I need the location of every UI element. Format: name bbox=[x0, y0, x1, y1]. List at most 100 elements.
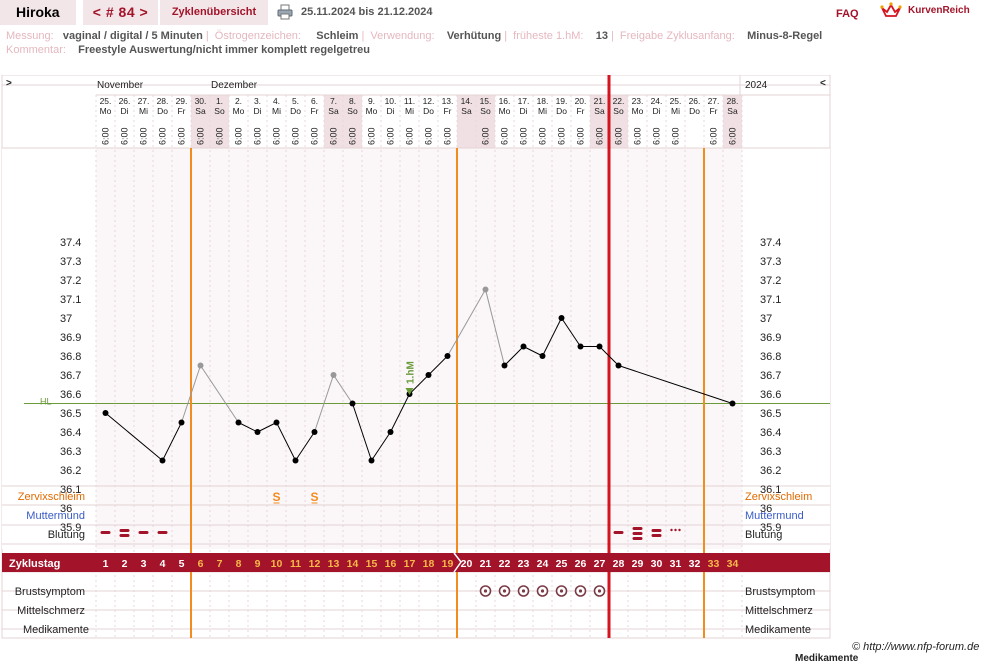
y-tick-left: 36.4 bbox=[60, 427, 81, 439]
time-label: 6:00 bbox=[557, 127, 567, 145]
temperature-segment bbox=[200, 365, 239, 423]
temperature-segment bbox=[314, 374, 334, 433]
temperature-point bbox=[387, 429, 394, 435]
temperature-segment bbox=[257, 422, 277, 433]
row-label-brust: Brustsymptom bbox=[15, 586, 85, 598]
cycle-day-number: 22 bbox=[499, 558, 511, 570]
cycle-day-number: 9 bbox=[255, 558, 261, 570]
weekday-label: Do bbox=[556, 106, 567, 116]
cycle-day-number: 21 bbox=[480, 558, 492, 570]
row-label-muttermund-right: Muttermund bbox=[745, 510, 804, 522]
hm-marker-label: 1.hM bbox=[406, 361, 417, 384]
y-tick-right: 36.8 bbox=[760, 351, 781, 363]
temperature-point bbox=[520, 343, 527, 350]
y-tick-left: 36.3 bbox=[60, 446, 81, 458]
row-label-blutung: Blutung bbox=[48, 529, 85, 541]
y-tick-right: 36.9 bbox=[760, 332, 781, 344]
cycle-day-number: 31 bbox=[670, 558, 682, 570]
temperature-point bbox=[349, 400, 356, 407]
temperature-segment bbox=[162, 422, 182, 461]
weekday-label: Fr bbox=[709, 106, 717, 116]
cycle-overview-tab[interactable]: Zyklenübersicht bbox=[160, 0, 268, 25]
time-label: 6:00 bbox=[443, 127, 453, 145]
date-label: 24. bbox=[651, 96, 663, 106]
temperature-point bbox=[235, 419, 242, 426]
y-tick-left: 37.4 bbox=[60, 237, 81, 249]
time-label: 6:00 bbox=[367, 127, 377, 145]
date-label: 21. bbox=[594, 96, 606, 106]
row-label-medi-right: Medikamente bbox=[745, 624, 811, 636]
cycle-day-number: 4 bbox=[160, 558, 166, 570]
y-tick-right: 36.6 bbox=[760, 389, 781, 401]
printer-icon[interactable] bbox=[277, 4, 293, 20]
copyright[interactable]: © http://www.nfp-forum.de bbox=[852, 641, 980, 653]
cycle-number[interactable]: < # 84 > bbox=[92, 4, 149, 20]
temperature-point bbox=[482, 286, 489, 293]
fruehe-value: 13 bbox=[595, 30, 608, 42]
info-line-2: Kommentar: Freestyle Auswertung/nicht im… bbox=[6, 44, 370, 56]
y-tick-right: 36.2 bbox=[760, 465, 781, 477]
time-label: 6:00 bbox=[481, 127, 491, 145]
date-label: 10. bbox=[385, 96, 397, 106]
temperature-point bbox=[558, 315, 565, 321]
kommentar-label: Kommentar: bbox=[6, 44, 66, 56]
weekday-label: Mo bbox=[233, 106, 245, 116]
y-tick-right: 37 bbox=[760, 313, 772, 325]
weekday-label: So bbox=[347, 106, 358, 116]
weekend-column bbox=[609, 95, 628, 148]
cycle-day-number: 26 bbox=[575, 558, 587, 570]
faq-link[interactable]: FAQ bbox=[836, 8, 859, 20]
logo-text[interactable]: KurvenReich bbox=[908, 5, 970, 16]
row-label-medi: Medikamente bbox=[23, 624, 89, 636]
cycle-day-number: 20 bbox=[461, 558, 473, 570]
weekday-label: Fr bbox=[576, 106, 584, 116]
date-label: 5. bbox=[292, 96, 299, 106]
user-name-tab[interactable]: Hiroka bbox=[0, 0, 76, 25]
temperature-segment bbox=[561, 317, 581, 347]
bleeding-medium-icon bbox=[651, 529, 662, 532]
user-name: Hiroka bbox=[16, 4, 60, 20]
weekday-label: Di bbox=[519, 106, 527, 116]
time-label: 6:00 bbox=[633, 127, 643, 145]
cycle-day-number: 24 bbox=[537, 558, 549, 570]
weekend-column bbox=[723, 95, 742, 148]
y-tick-left: 36.6 bbox=[60, 389, 81, 401]
date-label: 25. bbox=[670, 96, 682, 106]
y-tick-right: 36 bbox=[760, 503, 772, 515]
date-label: 19. bbox=[556, 96, 568, 106]
crown-icon[interactable] bbox=[880, 2, 902, 20]
kommentar-value: Freestyle Auswertung/nicht immer komplet… bbox=[78, 44, 370, 56]
temperature-segment bbox=[618, 365, 733, 404]
y-tick-left: 36.2 bbox=[60, 465, 81, 477]
date-label: 25. bbox=[100, 96, 112, 106]
temperature-segment bbox=[504, 346, 524, 366]
bleeding-medium-icon bbox=[119, 534, 130, 537]
time-label: 6:00 bbox=[538, 127, 548, 145]
time-label: 6:00 bbox=[424, 127, 434, 145]
row-label-mittel: Mittelschmerz bbox=[17, 605, 85, 617]
temperature-segment bbox=[371, 431, 391, 461]
y-tick-right: 37.1 bbox=[760, 294, 781, 306]
cycle-day-number: 28 bbox=[613, 558, 625, 570]
bleeding-spotting-icon bbox=[670, 528, 673, 532]
y-tick-left: 36.5 bbox=[60, 408, 81, 420]
breast-symptom-icon-center bbox=[578, 589, 583, 593]
messung-value: vaginal / digital / 5 Minuten bbox=[62, 30, 203, 42]
temperature-segment bbox=[295, 431, 315, 461]
temperature-segment bbox=[276, 422, 296, 461]
y-tick-left: 36.1 bbox=[60, 484, 81, 496]
cycle-navigation[interactable]: < # 84 > bbox=[83, 0, 158, 25]
cycle-day-number: 32 bbox=[689, 558, 701, 570]
time-label: 6:00 bbox=[728, 127, 738, 145]
cycle-day-number: 10 bbox=[271, 558, 283, 570]
time-label: 6:00 bbox=[101, 127, 111, 145]
weekday-label: Mi bbox=[139, 106, 148, 116]
cycle-day-number: 19 bbox=[442, 558, 454, 570]
temperature-point bbox=[311, 429, 318, 435]
temperature-point bbox=[501, 362, 508, 369]
freigabe-label: Freigabe Zyklusanfang: bbox=[619, 30, 735, 42]
phase-chevron-icon bbox=[453, 552, 462, 573]
temperature-point bbox=[273, 419, 280, 426]
date-label: 30. bbox=[195, 96, 207, 106]
date-label: 9. bbox=[368, 96, 375, 106]
